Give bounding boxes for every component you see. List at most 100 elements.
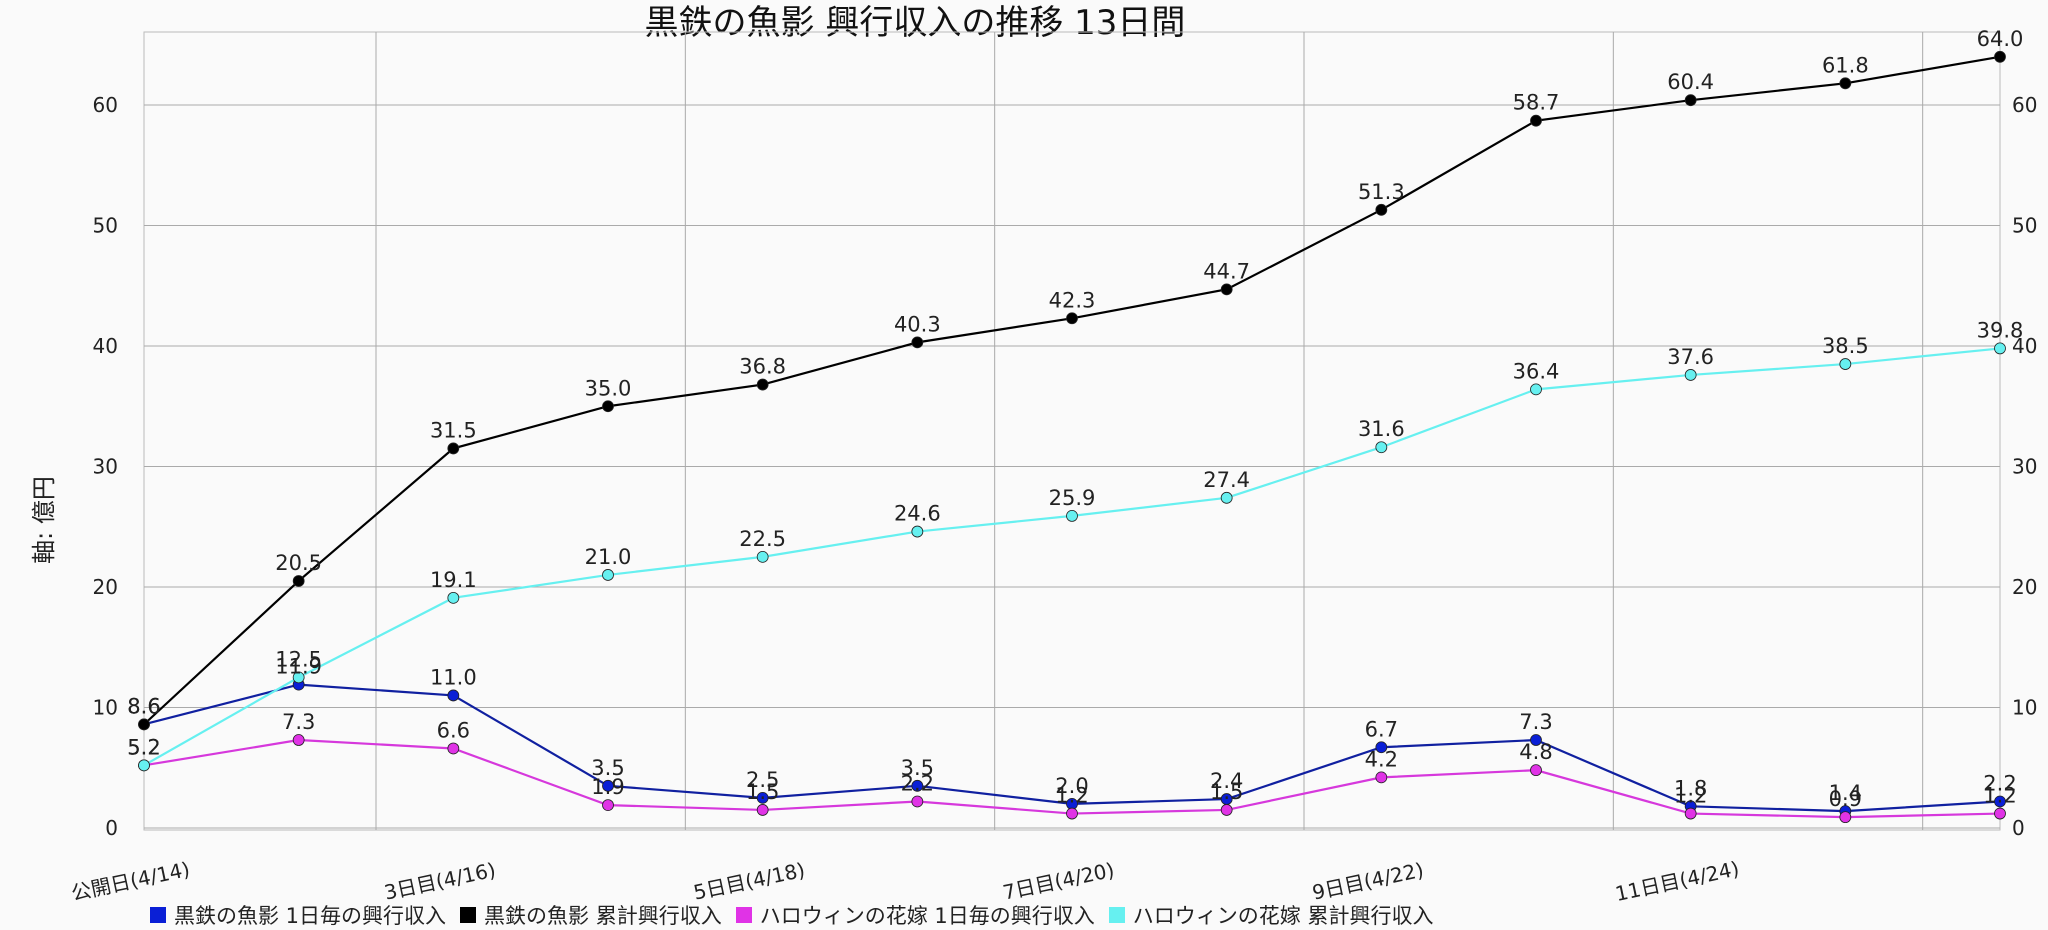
data-point — [138, 718, 150, 731]
data-label: 36.8 — [739, 355, 786, 379]
legend-item: ハロウィンの花嫁 累計興行収入 — [1108, 900, 1433, 930]
y-tick-label-right: 10 — [2012, 696, 2037, 720]
legend-label: 黒鉄の魚影 1日毎の興行収入 — [174, 904, 447, 928]
data-label: 1.4 — [1829, 781, 1862, 805]
data-point — [1839, 811, 1852, 824]
data-point — [756, 804, 769, 816]
data-point — [1530, 114, 1542, 127]
legend-swatch — [150, 907, 166, 923]
data-point — [1994, 50, 2006, 63]
data-point — [1684, 807, 1697, 820]
data-label: 2.4 — [1210, 769, 1243, 793]
data-point — [292, 734, 305, 746]
data-label: 2.0 — [1055, 774, 1088, 798]
data-label: 24.6 — [894, 502, 941, 526]
y-tick-label-left: 50 — [93, 214, 118, 238]
data-point — [292, 671, 305, 684]
x-tick-label: 7日目(4/20) — [1001, 858, 1117, 905]
y-tick-label-left: 10 — [93, 696, 118, 720]
data-label: 5.2 — [127, 735, 160, 759]
data-point — [756, 378, 769, 391]
y-tick-label-right: 60 — [2012, 93, 2037, 117]
y-tick-label-left: 30 — [93, 455, 118, 479]
data-label: 19.1 — [430, 568, 477, 592]
data-point — [756, 550, 769, 563]
legend-label: ハロウィンの花嫁 1日毎の興行収入 — [759, 904, 1095, 928]
data-label: 4.2 — [1365, 747, 1398, 771]
data-point — [1375, 203, 1388, 216]
data-point — [447, 742, 460, 755]
data-label: 58.7 — [1513, 91, 1560, 115]
y-tick-label-left: 20 — [93, 575, 118, 599]
data-point — [1066, 510, 1078, 522]
data-label: 1.5 — [1210, 780, 1243, 804]
data-point — [1839, 358, 1852, 370]
x-tick-label: 公開日(4/14) — [69, 857, 192, 906]
data-label: 51.3 — [1358, 180, 1405, 204]
data-point — [911, 336, 924, 349]
data-label: 64.0 — [1977, 27, 2024, 51]
legend-item: 黒鉄の魚影 累計興行収入 — [460, 900, 722, 930]
data-label: 1.8 — [1674, 776, 1707, 800]
data-point — [1375, 771, 1388, 784]
data-labels: 8.6 11.9 11.0 3.5 2.5 3.5 2.0 2.4 6.7 7.3 1.8 1.4 2.… — [127, 27, 2023, 811]
data-label: 60.4 — [1667, 70, 1714, 94]
data-point — [1375, 741, 1388, 754]
data-label: 1.9 — [591, 775, 624, 799]
data-point — [1530, 764, 1542, 777]
data-point — [447, 689, 460, 702]
data-point — [447, 442, 460, 455]
data-label: 1.5 — [746, 780, 779, 804]
legend-swatch — [1108, 907, 1125, 923]
y-tick-label-right: 0 — [2012, 816, 2025, 840]
data-point — [1684, 369, 1697, 381]
data-label: 39.8 — [1977, 318, 2024, 342]
data-point — [911, 779, 924, 792]
data-label: 22.5 — [739, 527, 786, 551]
data-label: 1.2 — [1983, 784, 2016, 808]
legend: 黒鉄の魚影 1日毎の興行収入 黒鉄の魚影 累計興行収入 ハロウィンの花嫁 1日毎の興… — [150, 900, 1433, 930]
data-label: 25.9 — [1049, 486, 1096, 510]
data-point — [1066, 807, 1078, 820]
data-label: 2.2 — [1983, 771, 2016, 795]
data-label: 21.0 — [585, 545, 632, 569]
data-label: 6.7 — [1365, 717, 1398, 741]
plot-border — [143, 31, 2001, 831]
data-label: 7.3 — [1519, 710, 1552, 734]
data-point — [1375, 441, 1388, 454]
data-point — [756, 791, 769, 804]
data-point — [1839, 77, 1852, 90]
data-label: 2.5 — [746, 768, 779, 792]
data-point — [447, 591, 460, 604]
data-label: 44.7 — [1203, 259, 1250, 283]
chart-title: 黒鉄の魚影 興行収入の推移 13日間 — [645, 3, 1186, 43]
series-line-3 — [143, 347, 2001, 767]
legend-swatch — [460, 907, 477, 923]
y-tick-label-right: 20 — [2012, 575, 2037, 599]
data-label: 11.9 — [275, 655, 322, 679]
data-label: 0.9 — [1829, 787, 1862, 811]
data-label: 5.2 — [127, 735, 160, 759]
y-tick-label-left: 40 — [93, 334, 118, 358]
data-label: 1.2 — [1055, 784, 1088, 808]
data-points — [138, 50, 2006, 824]
data-label: 27.4 — [1203, 468, 1250, 492]
data-label: 35.0 — [585, 376, 632, 400]
y-tick-label-right: 50 — [2012, 214, 2037, 238]
data-point — [911, 795, 924, 808]
data-label: 61.8 — [1822, 53, 1869, 77]
data-point — [1220, 283, 1233, 296]
data-point — [292, 575, 305, 587]
y-axis-label: 軸: 億円 — [30, 476, 58, 564]
data-label: 42.3 — [1049, 288, 1096, 312]
x-tick-label: 9日目(4/22) — [1310, 858, 1426, 905]
legend-label: 黒鉄の魚影 累計興行収入 — [484, 904, 722, 928]
data-point — [602, 799, 614, 812]
data-label: 12.5 — [275, 647, 322, 671]
data-label: 8.6 — [127, 694, 160, 718]
data-label: 4.8 — [1519, 740, 1552, 764]
data-label: 8.6 — [127, 694, 160, 718]
data-point — [1994, 795, 2006, 808]
data-label: 3.5 — [591, 756, 624, 780]
